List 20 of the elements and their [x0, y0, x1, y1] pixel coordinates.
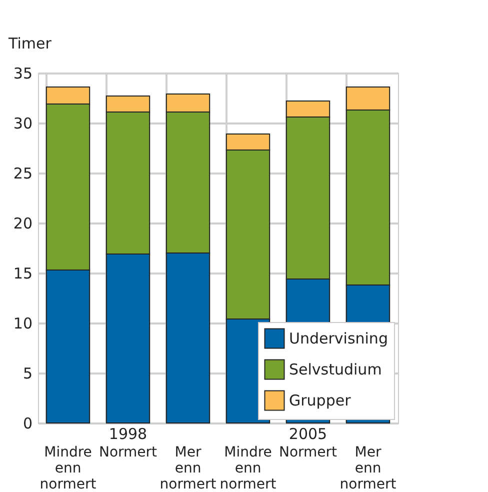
legend-label: Grupper	[289, 392, 352, 410]
y-tick-label: 10	[13, 314, 32, 332]
y-tick-label: 35	[13, 64, 32, 82]
x-tick-label: Mer enn normert	[340, 444, 397, 492]
text: 2005	[288, 425, 328, 443]
x-tick-label: Normert	[98, 444, 158, 460]
x-tick-label: Mindre enn normert	[220, 444, 277, 492]
y-tick-label: 25	[13, 164, 32, 182]
y-tick-label: 5	[22, 364, 32, 382]
x-tick-label: Mindre enn normert	[40, 444, 97, 492]
legend-label: Undervisning	[289, 330, 388, 348]
y-tick-label: 20	[13, 214, 32, 232]
x-tick-label: Normert	[278, 444, 338, 460]
y-tick-label: 30	[13, 114, 32, 132]
x-tick-label: Mer enn normert	[160, 444, 217, 492]
y-axis-title: Timer	[8, 34, 52, 52]
y-tick-label: 0	[22, 414, 32, 432]
y-tick-label: 15	[13, 264, 32, 282]
legend-label: Selvstudium	[289, 360, 382, 378]
text: 1998	[108, 425, 148, 443]
